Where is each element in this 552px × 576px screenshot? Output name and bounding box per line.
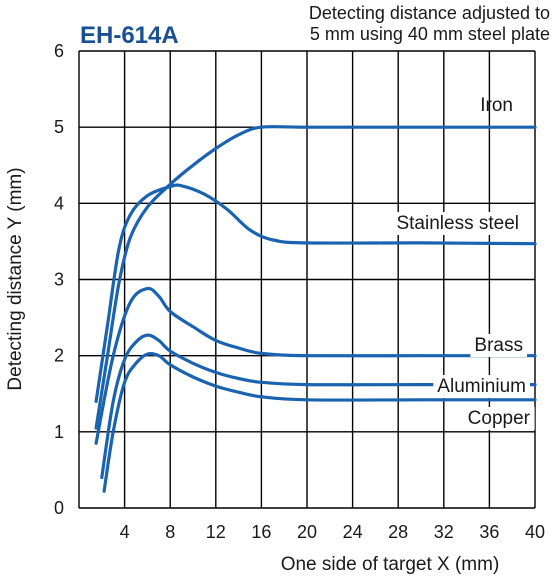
series-line-aluminium xyxy=(100,333,537,480)
series-label-stainless-steel: Stainless steel xyxy=(396,213,519,234)
series-label-background xyxy=(463,407,535,430)
x-tick-label: 40 xyxy=(525,522,545,542)
y-tick-label: 1 xyxy=(54,422,64,442)
x-tick-label: 32 xyxy=(434,522,454,542)
chart-subtitle-line-2: 5 mm using 40 mm steel plate xyxy=(310,24,550,44)
series-line-copper xyxy=(102,351,537,493)
series-label-iron: Iron xyxy=(480,95,513,116)
series-labels: Iron Stainless steel Brass Aluminium Copper xyxy=(392,95,535,430)
x-tick-label: 36 xyxy=(479,522,499,542)
series-line-brass xyxy=(94,286,537,445)
y-axis-title: Detecting distance Y (mm) xyxy=(5,167,26,390)
y-tick-label: 2 xyxy=(54,346,64,366)
x-tick-label: 28 xyxy=(388,522,408,542)
series-label-background xyxy=(433,375,530,398)
y-tick-label: 4 xyxy=(54,193,64,213)
x-tick-label: 12 xyxy=(206,522,226,542)
series-label-copper: Copper xyxy=(468,408,531,429)
y-tick-label: 5 xyxy=(54,117,64,137)
series-lines xyxy=(94,125,537,493)
x-tick-label: 8 xyxy=(165,522,175,542)
x-axis-title: One side of target X (mm) xyxy=(281,554,500,575)
x-tick-label: 20 xyxy=(297,522,317,542)
grid xyxy=(78,50,536,509)
series-label-aluminium: Aluminium xyxy=(437,376,526,397)
x-tick-label: 4 xyxy=(120,522,130,542)
x-tick-label: 16 xyxy=(251,522,271,542)
series-line-stainless-steel xyxy=(94,183,537,403)
y-tick-label: 6 xyxy=(54,41,64,61)
series-label-background xyxy=(392,212,523,235)
y-tick-label: 0 xyxy=(54,498,64,518)
series-label-brass: Brass xyxy=(474,335,523,356)
series-line-iron xyxy=(94,125,537,430)
chart-title: EH-614A xyxy=(80,22,179,49)
series-label-background xyxy=(470,334,527,357)
chart-subtitle-line-1: Detecting distance adjusted to xyxy=(309,3,550,23)
y-tick-label: 3 xyxy=(54,270,64,290)
x-tick-label: 24 xyxy=(343,522,363,542)
